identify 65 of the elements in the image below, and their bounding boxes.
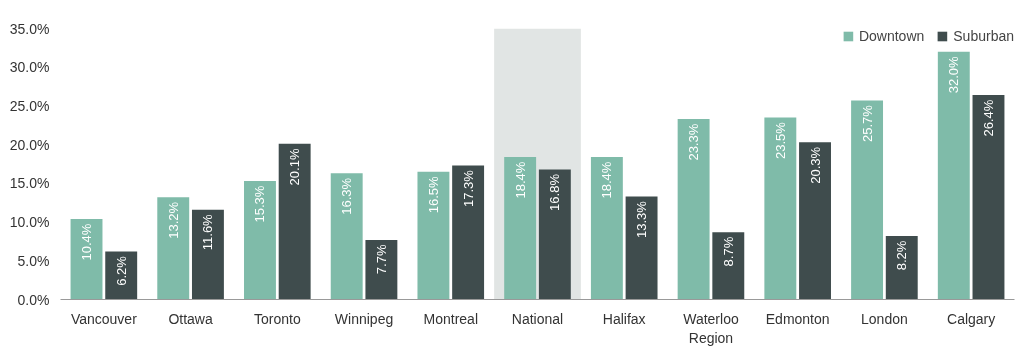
legend-label: Suburban: [953, 28, 1014, 44]
data-label: 8.2%: [894, 240, 910, 271]
bar: [799, 142, 831, 300]
y-tick-label: 30.0%: [9, 59, 50, 76]
data-label: 13.3%: [634, 200, 650, 239]
data-label: 18.4%: [512, 161, 528, 199]
x-tick-label: Waterloo Region: [683, 310, 739, 346]
bar: [504, 157, 537, 300]
data-label: 13.2%: [165, 201, 181, 239]
data-label: 15.3%: [252, 185, 268, 223]
legend-label: Downtown: [858, 28, 925, 44]
bar: [538, 169, 571, 300]
x-tick-label: Edmonton: [765, 310, 830, 327]
bar: [70, 218, 103, 300]
bar: [278, 143, 311, 300]
bar: [417, 171, 450, 300]
x-tick-label: Calgary: [947, 310, 996, 327]
bar: [590, 157, 623, 300]
data-label: 11.6%: [200, 213, 216, 251]
bar: [972, 95, 1005, 300]
y-tick-label: 35.0%: [9, 20, 50, 37]
x-tick-label: Halifax: [602, 310, 646, 327]
data-label: 23.3%: [686, 123, 702, 161]
data-label: 20.3%: [807, 146, 823, 184]
data-label: 32.0%: [946, 55, 962, 94]
x-tick-label: National: [511, 310, 564, 327]
y-tick-label: 5.0%: [17, 252, 50, 269]
y-tick-label: 15.0%: [9, 175, 50, 192]
bar: [764, 117, 797, 300]
bar: [712, 232, 745, 300]
bar: [625, 196, 658, 300]
bar: [330, 173, 363, 300]
bar: [244, 181, 276, 300]
data-label: 18.4%: [599, 161, 615, 199]
data-label: 16.5%: [425, 175, 441, 214]
data-label: 10.4%: [79, 223, 95, 261]
data-label: 20.1%: [287, 148, 303, 186]
data-label: 23.5%: [772, 121, 788, 160]
bar: [105, 251, 138, 300]
bar: [677, 119, 710, 300]
data-label: 16.8%: [547, 173, 563, 211]
bar: [851, 100, 884, 300]
data-label: 6.2%: [113, 255, 129, 286]
x-tick-label: Winnipeg: [334, 310, 394, 327]
data-label: 16.3%: [339, 177, 355, 215]
y-tick-label: 20.0%: [9, 136, 50, 153]
data-label: 8.7%: [720, 236, 736, 267]
x-tick-label: Toronto: [253, 310, 301, 327]
x-tick-label: Vancouver: [70, 310, 138, 327]
data-label: 26.4%: [980, 99, 996, 137]
bar: [157, 197, 190, 300]
bar: [191, 209, 224, 300]
y-tick-label: 25.0%: [9, 97, 50, 114]
x-tick-label: London: [861, 310, 908, 327]
x-tick-label: Ottawa: [168, 310, 213, 327]
data-label: 17.3%: [460, 169, 476, 208]
bar: [937, 51, 970, 300]
x-tick-label: Montreal: [423, 310, 479, 327]
bar: [885, 236, 918, 300]
y-tick-label: 10.0%: [9, 214, 50, 231]
data-label: 7.7%: [373, 244, 389, 275]
data-label: 25.7%: [859, 104, 875, 143]
y-tick-label: 0.0%: [17, 291, 50, 308]
bar: [452, 165, 485, 300]
bar: [365, 239, 398, 300]
